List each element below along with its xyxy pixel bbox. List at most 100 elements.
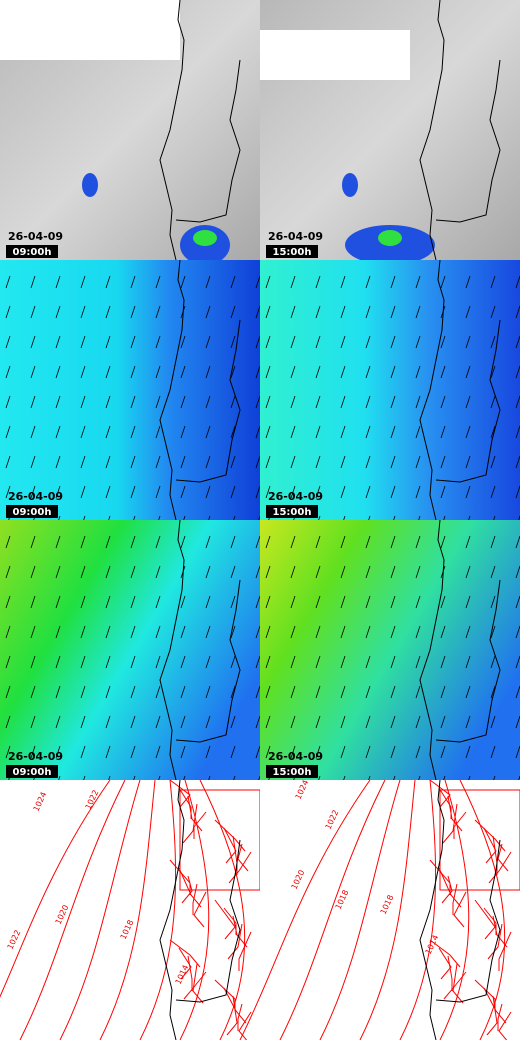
wind-arrow (340, 715, 346, 729)
wind-arrow (390, 425, 396, 439)
wind-arrow (155, 425, 161, 439)
wind-arrow (315, 305, 321, 319)
wind-arrow (490, 335, 496, 349)
wind-arrow (30, 455, 36, 469)
wind-arrow (105, 715, 111, 729)
wind-arrow (490, 715, 496, 729)
wind-arrow (315, 485, 321, 499)
map-panel: 26-04-09 09:00h (0, 259, 261, 529)
wind-arrow (205, 305, 211, 319)
wind-arrow (5, 625, 11, 639)
wind-arrow (340, 425, 346, 439)
wind-arrow (515, 625, 520, 639)
border (435, 59, 501, 223)
wind-arrow (265, 485, 271, 499)
wind-arrow (230, 655, 236, 669)
wind-arrow (265, 745, 271, 759)
isobar-dense (223, 987, 247, 1024)
wind-arrow (180, 595, 186, 609)
isobar-dense (498, 931, 512, 971)
wind-arrow (265, 335, 271, 349)
isobar-dense (232, 915, 248, 948)
isobar-dense (238, 1011, 252, 1040)
wind-arrow (465, 305, 471, 319)
wind-arrow (315, 365, 321, 379)
wind-arrow (230, 275, 236, 289)
wind-arrow (315, 715, 321, 729)
date-label: 26-04-09 (8, 230, 63, 243)
wind-arrow (55, 275, 61, 289)
wind-arrow (340, 305, 346, 319)
wind-arrow (80, 715, 86, 729)
time-label: 09:00h (13, 507, 52, 518)
wind-arrow (230, 535, 236, 549)
coastline (419, 779, 445, 1040)
wind-arrow (205, 715, 211, 729)
border (175, 839, 241, 1003)
wind-arrow (515, 715, 520, 729)
wind-arrow (290, 565, 296, 579)
wind-arrow (80, 485, 86, 499)
wind-arrow (365, 395, 371, 409)
wind-arrow (415, 365, 421, 379)
wind-arrow (515, 365, 520, 379)
wind-arrow (290, 425, 296, 439)
wind-arrow (130, 655, 136, 669)
isobar (459, 779, 506, 1040)
time-label: 15:00h (273, 767, 312, 778)
wind-arrow (440, 365, 446, 379)
wind-arrow (255, 365, 261, 379)
wind-arrow (315, 335, 321, 349)
isobar-dense (453, 811, 467, 839)
wind-arrow (315, 625, 321, 639)
wind-arrow (230, 595, 236, 609)
time-label: 15:00h (273, 507, 312, 518)
wind-arrow (290, 655, 296, 669)
wind-arrow (5, 425, 11, 439)
wind-arrow (155, 455, 161, 469)
isobar-dense (429, 779, 451, 808)
isobar-dense (183, 971, 207, 1000)
isobar (319, 779, 401, 1040)
wind-arrow (205, 335, 211, 349)
wind-arrow (205, 535, 211, 549)
wind-arrow (155, 655, 161, 669)
map-panel: 26-04-09 09:00h (0, 0, 260, 265)
wind-arrow (390, 275, 396, 289)
wind-arrow (440, 335, 446, 349)
date-label: 26-04-09 (8, 750, 63, 763)
wind-arrow (255, 275, 261, 289)
wind-arrow (365, 305, 371, 319)
wind-arrow (155, 485, 161, 499)
wind-arrow (390, 365, 396, 379)
wind-arrow (515, 535, 520, 549)
isobar-dense (447, 955, 453, 991)
wind-arrow (265, 685, 271, 699)
wind-arrow (205, 485, 211, 499)
map-panel: 26-04-09 15:00h (260, 0, 520, 265)
wind-arrow (515, 745, 520, 759)
wind-arrow (465, 485, 471, 499)
wind-arrow (55, 395, 61, 409)
wind-arrow (105, 485, 111, 499)
border (435, 579, 501, 743)
isobar-dense (443, 971, 467, 1000)
wind-arrow (180, 395, 186, 409)
wind-arrow (265, 395, 271, 409)
wind-arrow (415, 655, 421, 669)
wind-arrow (490, 745, 496, 759)
wind-arrow (340, 395, 346, 409)
wind-arrow (340, 535, 346, 549)
wind-arrow (290, 625, 296, 639)
wind-arrow (30, 275, 36, 289)
map-panel: 26-04-09 09:00h (0, 519, 261, 789)
wind-arrow (365, 425, 371, 439)
wind-arrow (440, 485, 446, 499)
isobar (59, 779, 141, 1040)
wind-arrow (290, 305, 296, 319)
wind-arrow (415, 715, 421, 729)
wind-arrow (5, 395, 11, 409)
time-label: 09:00h (13, 247, 52, 258)
wind-arrow (440, 625, 446, 639)
